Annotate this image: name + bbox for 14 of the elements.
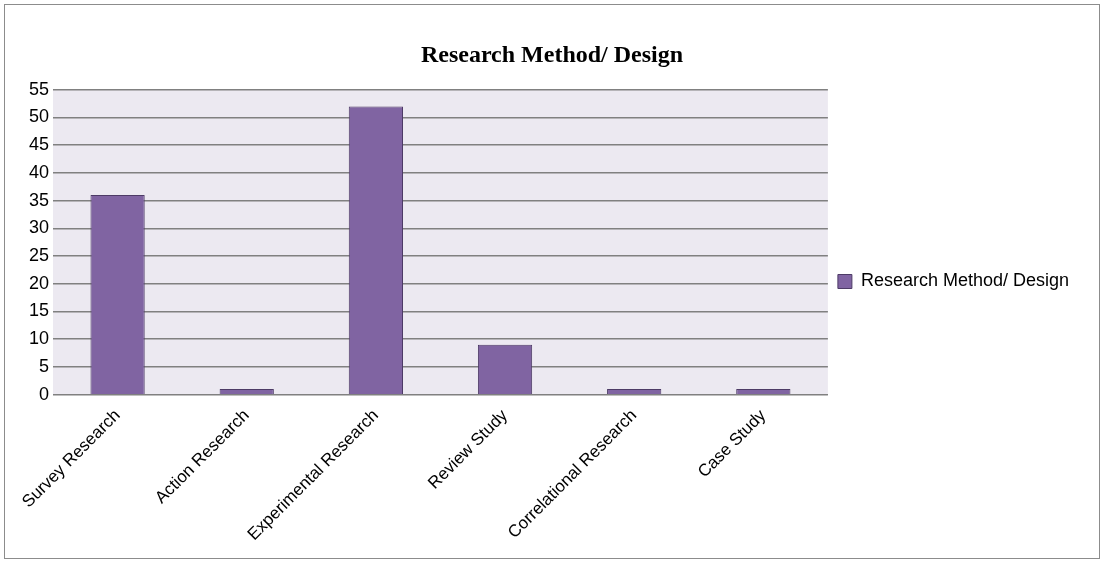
y-tick-label: 50 <box>28 106 50 127</box>
y-tick-label: 25 <box>28 245 50 266</box>
y-tick-label: 5 <box>39 355 50 376</box>
y-tick-label: 10 <box>28 328 50 349</box>
y-tick-label: 40 <box>28 161 50 182</box>
y-tick-label: 20 <box>28 272 50 293</box>
chart-title: Research Method/ Design <box>420 40 684 67</box>
y-tick-label: 30 <box>28 217 50 238</box>
y-tick-label: 0 <box>39 383 50 404</box>
y-tick-label: 55 <box>28 78 50 99</box>
y-tick-label: 35 <box>28 189 50 210</box>
y-tick-label: 45 <box>28 134 50 155</box>
y-tick-label: 15 <box>28 300 50 321</box>
legend-label: Research Method/ Design <box>860 270 1069 291</box>
